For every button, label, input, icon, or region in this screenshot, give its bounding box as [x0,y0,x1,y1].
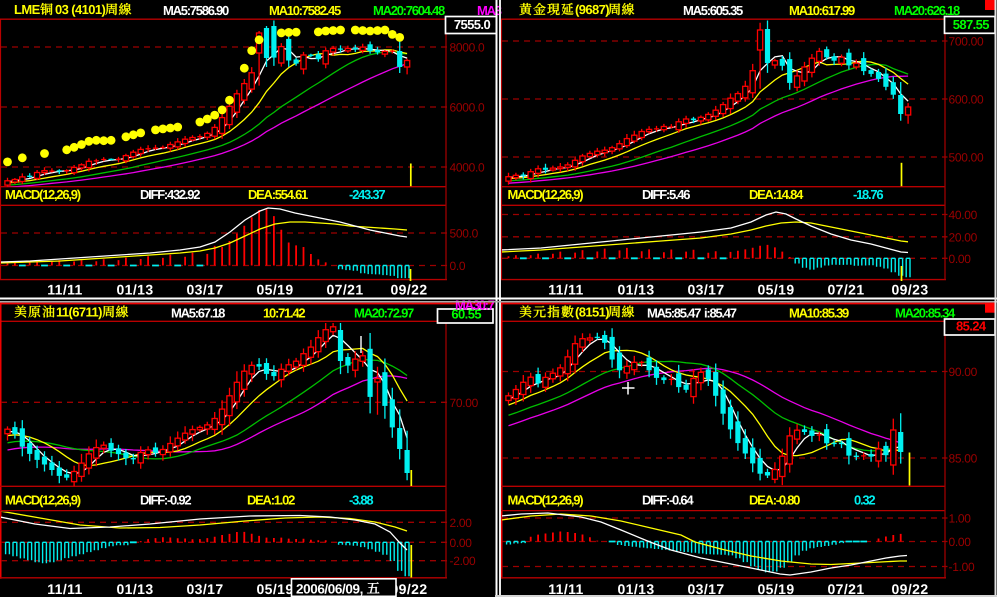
svg-text:MA10:617.99: MA10:617.99 [789,3,855,18]
svg-text:DIFF:-0.64: DIFF:-0.64 [642,493,694,508]
svg-text:700.00: 700.00 [949,35,985,49]
svg-text:MA20:85.34: MA20:85.34 [895,305,956,320]
svg-text:DIFF:432.92: DIFF:432.92 [140,187,200,202]
svg-text:07/21: 07/21 [326,282,363,298]
svg-text:09/22: 09/22 [390,282,427,298]
svg-text:1.00: 1.00 [949,512,972,526]
svg-text:05/19: 05/19 [757,282,794,298]
svg-text:500.00: 500.00 [949,151,985,165]
svg-text:500.0: 500.0 [450,227,479,241]
svg-text:01/13: 01/13 [617,581,654,597]
svg-text:0.0: 0.0 [450,259,466,273]
svg-text:DEA:14.84: DEA:14.84 [749,187,804,202]
svg-text:MA5:85.47: MA5:85.47 [647,305,701,320]
svg-text:07/21: 07/21 [827,581,864,597]
svg-text:03/17: 03/17 [687,581,724,597]
svg-text:MA20:7604.48: MA20:7604.48 [373,3,445,18]
svg-text:MA5:67.18: MA5:67.18 [171,305,225,320]
svg-text:0.00: 0.00 [949,252,972,266]
svg-text:03/17: 03/17 [186,282,223,298]
svg-text:85.00: 85.00 [949,452,978,466]
svg-text:03/17: 03/17 [687,282,724,298]
svg-text:4000.0: 4000.0 [450,161,486,175]
svg-text:09/23: 09/23 [891,282,928,298]
svg-text:11/11: 11/11 [47,581,83,597]
svg-text:40.00: 40.00 [949,208,978,222]
svg-text:05/19: 05/19 [256,282,293,298]
svg-text:10:71.42: 10:71.42 [263,305,305,320]
svg-text:MA10:85.39: MA10:85.39 [789,305,849,320]
svg-text:600.00: 600.00 [949,93,985,107]
svg-text:01/13: 01/13 [116,282,153,298]
svg-text:2006/06/09,: 2006/06/09, [296,582,363,597]
svg-text:(9687): (9687) [575,2,609,17]
svg-text:11(6711): 11(6711) [56,305,102,320]
svg-text:LME: LME [14,2,41,17]
svg-text:DIFF:-0.92: DIFF:-0.92 [140,493,191,508]
svg-text:-243.37: -243.37 [349,187,385,202]
svg-text:MA20:626.18: MA20:626.18 [894,3,960,18]
svg-text:-1.00: -1.00 [949,560,975,574]
svg-text:587.55: 587.55 [953,17,990,32]
svg-text:DEA:554.61: DEA:554.61 [248,187,308,202]
svg-text:2.00: 2.00 [450,516,473,530]
svg-text:MA5:7586.90: MA5:7586.90 [163,3,229,18]
svg-text:0.00: 0.00 [450,536,473,550]
svg-text:03/17: 03/17 [186,581,223,597]
svg-text:6000.0: 6000.0 [450,101,486,115]
svg-text:60.55: 60.55 [451,307,481,322]
svg-text:MA30:7: MA30:7 [455,298,495,313]
svg-text:DEA:1.02: DEA:1.02 [247,493,295,508]
svg-text:01/13: 01/13 [617,282,654,298]
svg-text:20.00: 20.00 [949,230,978,244]
svg-text:01/13: 01/13 [116,581,153,597]
svg-text:05/19: 05/19 [256,581,293,597]
svg-text:-2.00: -2.00 [450,554,476,568]
svg-text:03 (4101): 03 (4101) [55,2,106,17]
svg-text:MA10:7582.45: MA10:7582.45 [269,3,341,18]
svg-text:09/22: 09/22 [390,581,427,597]
svg-text:70.00: 70.00 [450,396,479,410]
svg-text:MACD(12,26,9): MACD(12,26,9) [5,493,81,508]
svg-text:0.32: 0.32 [854,493,875,508]
svg-text:-3.88: -3.88 [349,493,373,508]
svg-text:MA20:72.97: MA20:72.97 [354,305,414,320]
svg-text:05/19: 05/19 [757,581,794,597]
svg-text:DIFF:5.46: DIFF:5.46 [642,187,690,202]
svg-text:0.00: 0.00 [949,535,972,549]
svg-text:85.24: 85.24 [956,319,987,334]
svg-text:MACD(12,26,9): MACD(12,26,9) [5,187,81,202]
svg-text:-18.76: -18.76 [853,187,883,202]
svg-text:09/22: 09/22 [891,581,928,597]
svg-text:07/21: 07/21 [827,282,864,298]
svg-text:11/11: 11/11 [548,282,584,298]
svg-text:90.00: 90.00 [949,365,978,379]
svg-text:(8151): (8151) [575,305,609,320]
svg-text:DEA:-0.80: DEA:-0.80 [749,493,800,508]
svg-text:i:85.47: i:85.47 [704,305,737,320]
svg-text:MA3: MA3 [477,3,502,18]
svg-text:7555.0: 7555.0 [454,17,491,32]
svg-text:MACD(12,26,9): MACD(12,26,9) [508,493,584,508]
svg-text:8000.0: 8000.0 [450,41,486,55]
svg-text:MACD(12,26,9): MACD(12,26,9) [508,187,584,202]
svg-text:11/11: 11/11 [47,282,83,298]
svg-text:MA5:605.35: MA5:605.35 [683,3,743,18]
svg-text:11/11: 11/11 [548,581,584,597]
